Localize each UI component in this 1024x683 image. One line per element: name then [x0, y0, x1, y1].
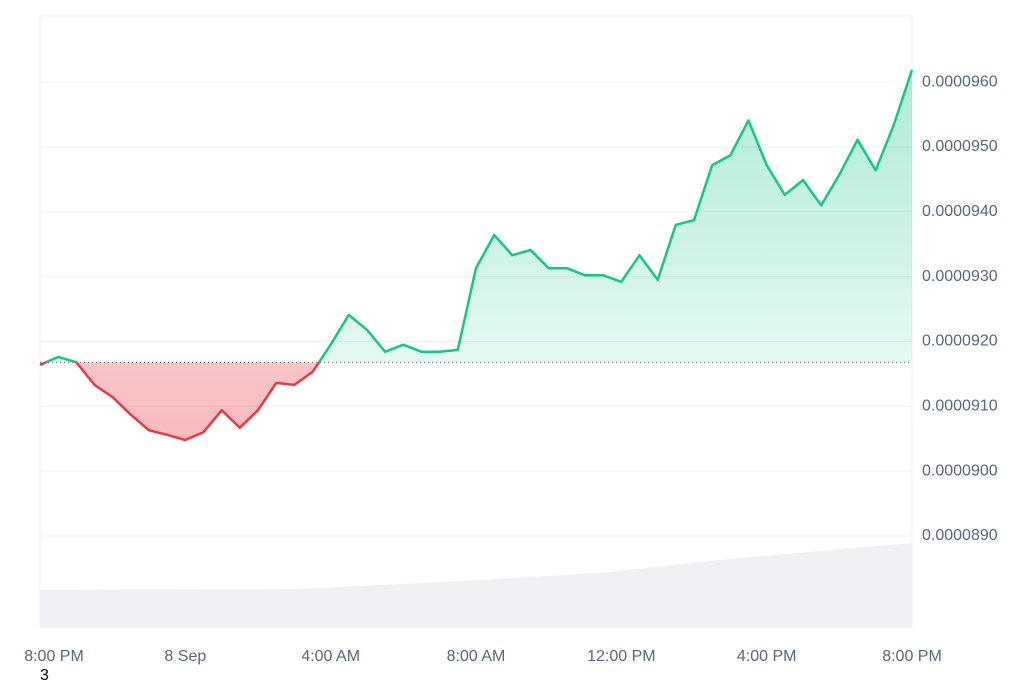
annotation: 3	[40, 667, 49, 683]
y-tick-label: 0.0000890	[922, 527, 998, 544]
y-tick-label: 0.0000960	[922, 73, 998, 90]
area-below	[40, 362, 912, 440]
y-tick-label: 0.0000900	[922, 462, 998, 479]
area-above	[46, 69, 912, 363]
x-tick-label: 8:00 PM	[24, 648, 84, 665]
x-tick-label: 8:00 AM	[447, 648, 506, 665]
y-tick-label: 0.0000930	[922, 268, 998, 285]
price-line-above	[42, 69, 914, 363]
x-tick-label: 8 Sep	[164, 648, 206, 665]
x-tick-label: 4:00 PM	[737, 648, 797, 665]
y-tick-label: 0.0000940	[922, 203, 998, 220]
x-tick-label: 8:00 PM	[882, 648, 942, 665]
y-tick-label: 0.0000910	[922, 397, 998, 414]
volume-decoration	[40, 543, 912, 628]
y-tick-label: 0.0000950	[922, 138, 998, 155]
x-tick-label: 12:00 PM	[587, 648, 655, 665]
price-line-below	[39, 362, 321, 442]
y-tick-label: 0.0000920	[922, 333, 998, 350]
x-tick-label: 4:00 AM	[301, 648, 360, 665]
